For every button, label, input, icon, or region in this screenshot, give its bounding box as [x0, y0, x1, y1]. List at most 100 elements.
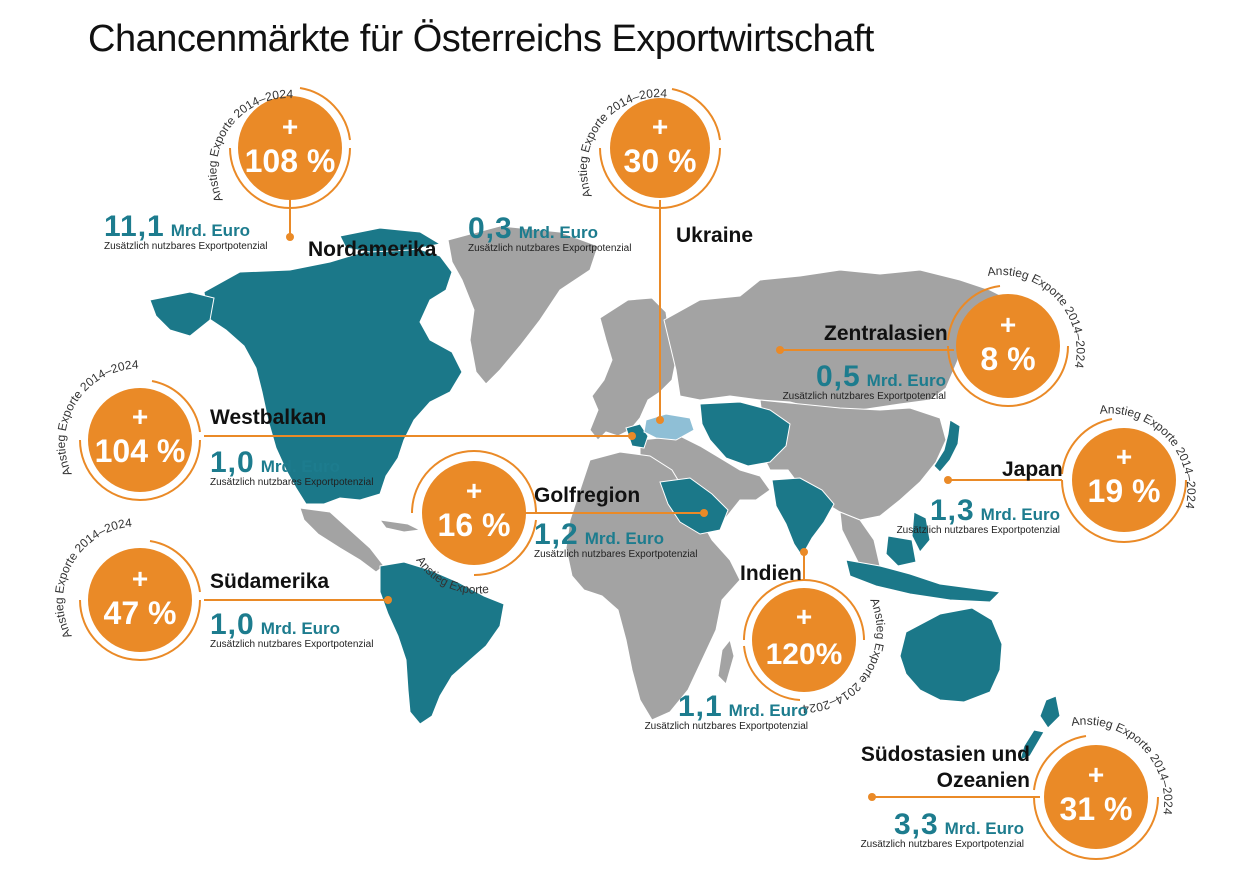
land-western-balkans: [625, 423, 649, 449]
plus-sign: +: [1000, 309, 1016, 340]
amount-subtext: Zusätzlich nutzbares Exportpotenzial: [534, 549, 698, 560]
connector-lines: [204, 200, 1062, 798]
plus-sign: +: [466, 475, 482, 506]
amount-unit: Mrd. Euro: [170, 221, 251, 240]
amount-westbalkan: 1,0 Mrd. Euro Zusätzlich nutzbares Export…: [210, 446, 373, 488]
amount-unit: Mrd. Euro: [866, 371, 946, 390]
land-new-zealand: [1039, 695, 1061, 729]
dot-westbalkan: [628, 432, 636, 440]
badge-ring-bottom: [743, 645, 801, 701]
amount-subtext: Zusätzlich nutzbares Exportpotenzial: [860, 839, 1024, 850]
badge-ring: [79, 599, 201, 661]
growth-value: 120%: [766, 638, 843, 671]
land-alaska: [149, 291, 215, 337]
amount-value: 1,0: [210, 446, 255, 479]
land-greenland: [447, 225, 599, 385]
amount-subtext: Zusätzlich nutzbares Exportpotenzial: [644, 721, 808, 732]
land-madagascar: [717, 638, 735, 685]
region-label-indien: Indien: [740, 562, 802, 585]
dot-suedostasien: [868, 793, 876, 801]
amount-unit: Mrd. Euro: [584, 529, 665, 548]
amount-value: 3,3: [893, 808, 939, 841]
dot-ukraine: [656, 416, 664, 424]
amount-nordamerika: 11,1 Mrd. Euro Zusätzlich nutzbares Expor…: [104, 210, 267, 252]
badge-ring-top: [671, 88, 721, 141]
amount-unit: Mrd. Euro: [980, 505, 1060, 524]
land-north-america: [203, 245, 463, 505]
amount-unit: Mrd. Euro: [260, 619, 341, 638]
plus-sign: +: [1116, 441, 1132, 472]
badge-ring: [599, 147, 721, 209]
land-australia: [899, 607, 1003, 703]
badge-ring-top: [149, 540, 201, 593]
land-borneo: [885, 535, 917, 567]
amount-unit: Mrd. Euro: [944, 819, 1024, 838]
region-label-suedostasien: Südostasien und Ozeanien: [860, 743, 1030, 792]
amount-value: 0,3: [468, 212, 513, 245]
growth-value: 8 %: [980, 341, 1035, 377]
badge-ring: [1033, 796, 1159, 860]
amount-subtext: Zusätzlich nutzbares Exportpotenzial: [896, 525, 1060, 536]
land-central-america: [299, 507, 385, 573]
growth-value: 108 %: [245, 143, 336, 179]
dot-golfregion: [700, 509, 708, 517]
badge-ukraine: + 30 % Anstieg Exporte 2014–2024: [576, 86, 721, 209]
land-indonesia: [845, 559, 1002, 603]
plus-sign: +: [282, 111, 298, 142]
amount-subtext: Zusätzlich nutzbares Exportpotenzial: [782, 391, 946, 402]
amount-value: 1,0: [210, 608, 255, 641]
amount-japan: 1,3 Mrd. Euro Zusätzlich nutzbares Export…: [880, 494, 1060, 536]
badge-ring-top: [299, 87, 351, 141]
badge-ring: [411, 450, 537, 514]
plus-sign: +: [1088, 759, 1104, 790]
badge-ring: [1061, 479, 1187, 543]
land-new-zealand-south: [1019, 729, 1045, 761]
badge-ring-top: [1033, 735, 1087, 791]
region-label-nordamerika: Nordamerika: [308, 238, 437, 261]
badge-ring: [229, 147, 351, 209]
land-japan: [933, 419, 961, 473]
dot-nordamerika: [286, 233, 294, 241]
amount-subtext: Zusätzlich nutzbares Exportpotenzial: [468, 243, 632, 254]
amount-subtext: Zusätzlich nutzbares Exportpotenzial: [210, 639, 374, 650]
region-label-golfregion: Golfregion: [534, 484, 641, 507]
plus-sign: +: [652, 111, 668, 142]
page-title: Chancenmärkte für Österreichs Exportwirt…: [88, 18, 874, 60]
dot-suedamerika: [384, 596, 392, 604]
growth-value: 104 %: [95, 433, 186, 469]
badge-suedostasien: + 31 % Anstieg Exporte 2014–2024: [1033, 714, 1175, 860]
amount-ukraine: 0,3 Mrd. Euro Zusätzlich nutzbares Export…: [468, 212, 631, 254]
land-india: [771, 477, 835, 557]
badge-ring-left: [947, 285, 1001, 341]
land-philippines: [911, 511, 931, 553]
amount-unit: Mrd. Euro: [260, 457, 341, 476]
amount-suedostasien: 3,3 Mrd. Euro Zusätzlich nutzbares Export…: [846, 808, 1024, 850]
region-label-ukraine: Ukraine: [676, 224, 754, 247]
plus-sign: +: [132, 563, 148, 594]
amount-value: 1,2: [534, 518, 579, 551]
growth-value: 30 %: [624, 143, 697, 179]
land-south-america: [379, 561, 505, 725]
badge-ring-top: [1061, 418, 1113, 475]
region-label-zentralasien: Zentralasien: [824, 322, 948, 345]
badge-ring-bottom: [473, 519, 537, 577]
amount-golfregion: 1,2 Mrd. Euro Zusätzlich nutzbares Export…: [534, 518, 697, 560]
amount-unit: Mrd. Euro: [518, 223, 599, 242]
badge-ring: [79, 439, 201, 501]
region-label-japan: Japan: [1002, 458, 1063, 481]
land-arctic-islands: [339, 227, 442, 253]
growth-value: 19 %: [1088, 473, 1161, 509]
badge-ring-top: [151, 380, 201, 433]
amount-suedamerika: 1,0 Mrd. Euro Zusätzlich nutzbares Export…: [210, 608, 373, 650]
amount-subtext: Zusätzlich nutzbares Exportpotenzial: [104, 241, 268, 252]
amount-unit: Mrd. Euro: [728, 701, 808, 720]
region-label-westbalkan: Westbalkan: [210, 406, 327, 429]
dot-japan: [944, 476, 952, 484]
dot-indien: [800, 548, 808, 556]
badge-ring: [743, 579, 865, 641]
amount-subtext: Zusätzlich nutzbares Exportpotenzial: [210, 477, 374, 488]
growth-value: 31 %: [1060, 791, 1133, 827]
badge-japan: + 19 % Anstieg Exporte 2014–2024: [1061, 402, 1198, 543]
map-landmass-teal: [149, 227, 1061, 761]
